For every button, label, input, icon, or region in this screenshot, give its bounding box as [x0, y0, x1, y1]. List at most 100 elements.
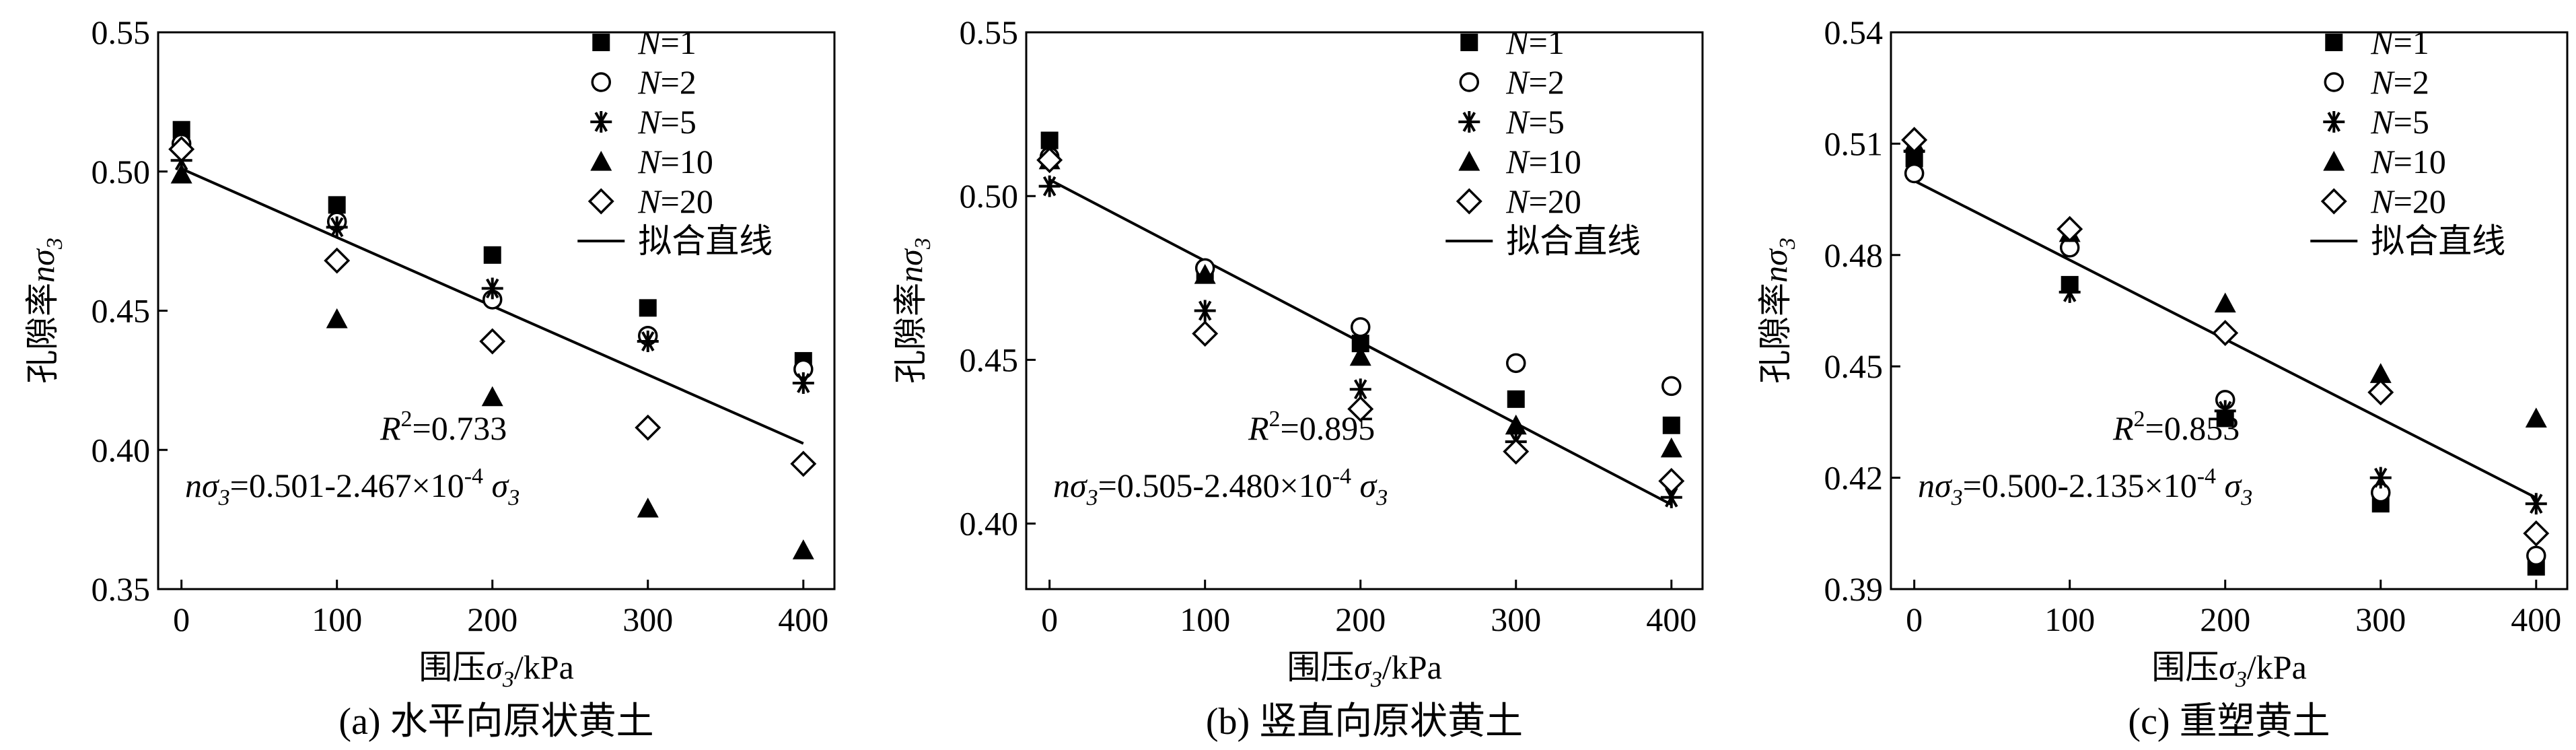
legend-marker — [1458, 111, 1480, 133]
data-point — [324, 247, 351, 274]
x-tick-label: 100 — [312, 601, 362, 638]
data-point — [1040, 131, 1059, 149]
y-tick-label: 0.55 — [92, 13, 151, 51]
panel-caption: (c) 重塑黄土 — [2128, 701, 2330, 743]
legend-marker — [1459, 72, 1480, 92]
fit-equation-annotation: nσ3=0.501-2.467×10-4 σ3 — [185, 464, 520, 510]
legend-label: N=10 — [1505, 143, 1581, 180]
r-squared-annotation: R2=0.895 — [1248, 407, 1375, 447]
panel-caption: (a) 水平向原状黄土 — [338, 701, 653, 743]
legend-marker — [2323, 151, 2345, 171]
data-point — [2369, 363, 2392, 383]
x-tick-label: 0 — [1041, 601, 1058, 638]
data-point — [2369, 467, 2392, 489]
data-point — [1038, 175, 1061, 197]
y-tick-label: 0.45 — [92, 292, 151, 330]
fit-equation-annotation: nσ3=0.505-2.480×10-4 σ3 — [1053, 464, 1388, 510]
legend-marker — [587, 188, 614, 215]
series-n-20 — [1036, 147, 1685, 494]
panel-caption: (b) 竖直向原状黄土 — [1206, 701, 1523, 743]
data-point — [2525, 493, 2547, 515]
data-point — [2523, 520, 2550, 547]
data-point — [2214, 292, 2236, 313]
data-point — [2526, 545, 2546, 566]
y-tick-label: 0.45 — [1824, 347, 1884, 385]
data-point — [2367, 379, 2394, 406]
x-tick-label: 300 — [2355, 601, 2406, 638]
y-tick-label: 0.42 — [1824, 459, 1884, 497]
data-point — [790, 450, 817, 477]
series-n-10 — [170, 163, 814, 559]
series-n-20 — [1901, 127, 2550, 547]
data-point — [635, 414, 661, 441]
plot-frame — [1025, 31, 1704, 590]
data-point — [792, 372, 814, 395]
x-tick-label: 400 — [1646, 601, 1696, 638]
data-point — [1660, 437, 1682, 458]
data-point — [2056, 215, 2083, 242]
legend-label: N=5 — [1505, 103, 1565, 141]
data-point — [483, 246, 501, 264]
data-point — [328, 196, 346, 214]
data-point — [1506, 353, 1526, 374]
legend-label: 拟合直线 — [1506, 222, 1641, 260]
x-tick-label: 400 — [2511, 601, 2561, 638]
fit-equation-annotation: nσ3=0.500-2.135×10-4 σ3 — [1918, 464, 2252, 510]
r-squared-annotation: R2=0.733 — [380, 407, 507, 447]
y-tick-label: 0.51 — [1824, 125, 1884, 162]
x-axis-label: 围压σ3/kPa — [1287, 648, 1442, 692]
y-axis-label: 孔隙率nσ3 — [24, 238, 67, 384]
y-axis-label: 孔隙率nσ3 — [892, 238, 935, 384]
legend-marker — [1456, 188, 1482, 215]
legend-marker — [1460, 34, 1478, 51]
legend-label: N=1 — [1505, 24, 1565, 61]
legend-label: N=2 — [1505, 63, 1565, 101]
chart-panel-a: 0 100 200 300 400 0.35 0.40 0.45 0.50 0.55 围压σ3/kP… — [24, 13, 836, 743]
data-point — [2059, 281, 2081, 303]
x-tick-label: 300 — [622, 601, 673, 638]
legend-marker — [2324, 72, 2345, 92]
legend-label: N=5 — [637, 103, 696, 141]
y-tick-label: 0.55 — [960, 13, 1019, 51]
data-point — [1505, 414, 1527, 435]
data-point — [326, 308, 348, 329]
x-tick-label: 200 — [467, 601, 517, 638]
legend-label: N=20 — [1505, 182, 1581, 220]
legend-label: N=10 — [2370, 143, 2446, 180]
data-point — [1347, 395, 1374, 422]
x-tick-label: 0 — [173, 601, 190, 638]
series-n-10 — [1903, 133, 2547, 428]
plot-frame — [157, 31, 836, 590]
data-point — [1661, 376, 1682, 397]
y-tick-label: 0.35 — [92, 570, 151, 608]
legend-label: N=2 — [2370, 63, 2429, 101]
data-point — [479, 328, 506, 355]
legend-marker — [2323, 111, 2345, 133]
data-point — [2525, 407, 2547, 428]
data-point — [481, 277, 503, 300]
y-tick-label: 0.54 — [1824, 13, 1884, 51]
legend-marker — [592, 34, 610, 51]
legend-marker — [2325, 34, 2343, 51]
legend-marker — [590, 111, 612, 133]
legend-label: N=1 — [2370, 24, 2429, 61]
data-point — [1658, 467, 1685, 494]
data-point — [1503, 438, 1530, 465]
legend-label: 拟合直线 — [2371, 222, 2505, 260]
data-point — [1350, 317, 1371, 337]
r-squared-annotation: R2=0.853 — [2112, 407, 2240, 447]
chart-panel-c: 0 100 200 300 400 0.39 0.42 0.45 0.48 0.51 0.54 围压σ… — [1756, 13, 2569, 743]
data-point — [637, 498, 659, 518]
data-point — [1194, 263, 1216, 284]
data-point — [792, 539, 814, 559]
data-point — [1194, 300, 1216, 322]
x-tick-label: 0 — [1906, 601, 1923, 638]
y-tick-label: 0.40 — [92, 431, 151, 469]
x-tick-label: 200 — [1335, 601, 1386, 638]
y-tick-label: 0.50 — [960, 177, 1019, 215]
data-point — [481, 386, 503, 407]
data-point — [1036, 147, 1063, 174]
legend-marker — [591, 72, 612, 92]
